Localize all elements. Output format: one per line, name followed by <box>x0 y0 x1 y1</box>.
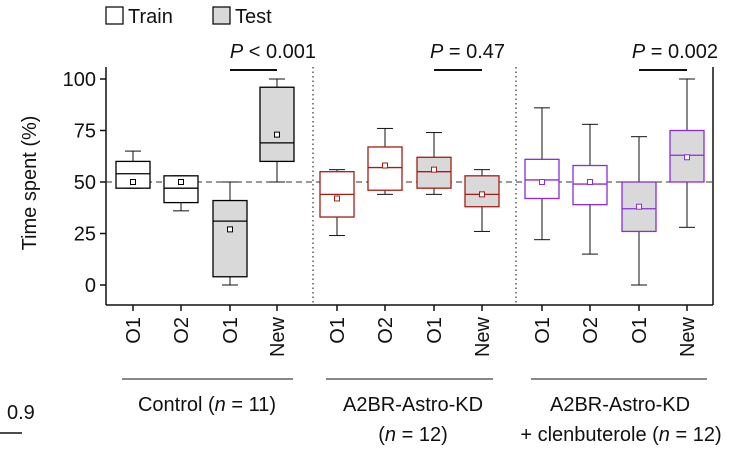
x-tick-label: O1 <box>532 317 554 344</box>
box-iqr <box>259 86 295 163</box>
box-1-3 <box>464 169 500 232</box>
box-mean-marker <box>227 226 233 233</box>
box-iqr <box>416 156 452 189</box>
box-1-1 <box>367 127 403 195</box>
x-tick-label: New <box>267 316 289 357</box>
box-iqr <box>464 175 500 208</box>
group-label-control: Control (n = 11) <box>138 394 276 416</box>
group-annotations: P < 0.001 P = 0.47 P = 0.002 Control (n = 1… <box>122 41 722 446</box>
x-tick-label: O1 <box>424 317 446 344</box>
group-2: P = 0.002 <box>531 41 718 380</box>
box-0-2 <box>212 181 248 286</box>
legend: Train Test <box>105 6 272 28</box>
p-value-label: P < 0.001 <box>230 41 316 63</box>
p-value-label: P = 0.47 <box>430 41 505 63</box>
legend-swatch-train <box>105 6 124 25</box>
x-tick-label: O2 <box>171 317 193 344</box>
box-mean-marker <box>334 195 340 202</box>
y-tick-label: 50 <box>74 172 96 194</box>
y-axis-label: Time spent (%) <box>19 116 41 251</box>
x-tick-label: O2 <box>580 317 602 344</box>
box-1-0 <box>319 169 355 237</box>
x-tick-labels: O1 O2 O1 New O1 O2 O1 New O1 O2 O1 New <box>123 316 699 357</box>
box-mean-marker <box>684 154 690 161</box>
box-mean-marker <box>431 166 437 173</box>
box-2-0 <box>524 107 560 241</box>
group-label-kd: A2BR-Astro-KD <box>343 394 483 416</box>
x-tick-label: O1 <box>327 317 349 344</box>
box-2-1 <box>572 123 608 255</box>
y-tick-label: 0 <box>85 275 96 297</box>
box-0-0 <box>115 150 151 189</box>
box-iqr <box>524 158 560 200</box>
x-tick-label: O2 <box>375 317 397 344</box>
y-tick-label: 100 <box>63 69 96 91</box>
box-1-2 <box>416 132 452 195</box>
scale-bar: 0.9 <box>0 402 35 434</box>
legend-label-train: Train <box>128 6 173 28</box>
scale-bar-label: 0.9 <box>7 402 35 424</box>
box-mean-marker <box>636 203 642 210</box>
box-mean-marker <box>382 162 388 169</box>
legend-swatch-test <box>212 6 231 25</box>
p-value-label: P = 0.002 <box>632 41 718 63</box>
box-iqr <box>212 199 248 278</box>
box-mean-marker <box>130 179 136 185</box>
y-tick-label: 75 <box>74 121 96 143</box>
box-0-3 <box>259 78 295 183</box>
legend-label-test: Test <box>235 6 272 28</box>
group-1: P = 0.47 <box>326 41 505 380</box>
boxes <box>115 78 705 286</box>
group-label-kd-clen-n: + clenbuterole (n = 12) <box>520 424 721 446</box>
group-label-kd-clen: A2BR-Astro-KD <box>550 394 690 416</box>
group-0: P < 0.001 <box>122 41 316 380</box>
x-tick-label: O1 <box>629 317 651 344</box>
x-tick-label: O1 <box>123 317 145 344</box>
group-label-kd-n: (n = 12) <box>378 424 448 446</box>
x-tick-label: O1 <box>220 317 242 344</box>
box-0-1 <box>163 175 199 212</box>
box-mean-marker <box>178 179 184 185</box>
box-mean-marker <box>274 131 280 138</box>
box-mean-marker <box>479 191 485 198</box>
box-mean-marker <box>539 179 545 185</box>
box-mean-marker <box>587 179 593 185</box>
box-iqr <box>367 146 403 191</box>
box-2-3 <box>669 78 705 228</box>
x-tick-label: New <box>677 316 699 357</box>
box-2-2 <box>621 136 657 286</box>
y-tick-label: 25 <box>74 224 96 246</box>
x-tick-label: New <box>472 316 494 357</box>
box-iqr <box>572 164 608 206</box>
axes: 100 75 50 25 0 <box>63 67 714 311</box>
